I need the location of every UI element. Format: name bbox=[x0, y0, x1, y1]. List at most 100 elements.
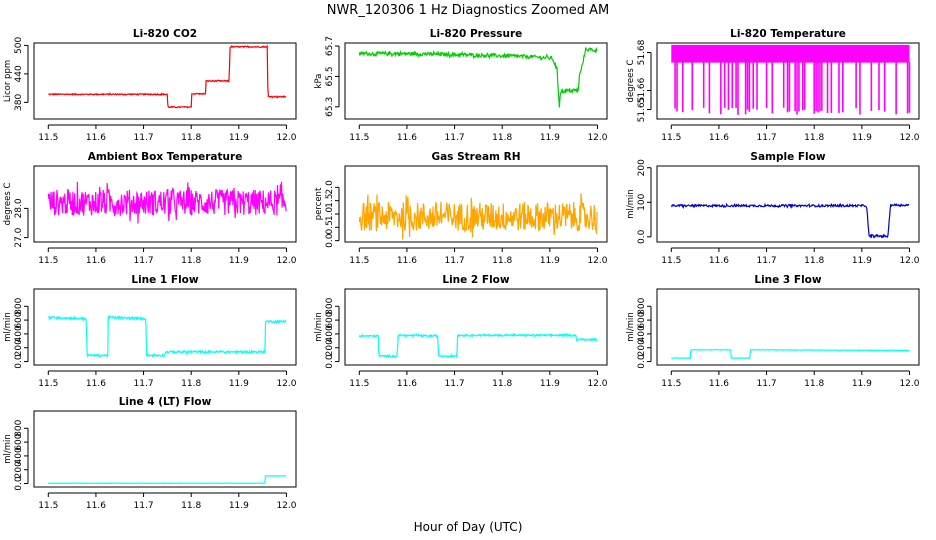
y-tick-label: 1.5 bbox=[325, 194, 335, 208]
y-tick-label: 200 bbox=[325, 339, 335, 356]
panel-5: Gas Stream RH 11.5 11.6 11.7 11.8 11.9 12.0 0.0… bbox=[314, 151, 608, 266]
y-axis-title: ml/min bbox=[3, 434, 13, 464]
y-axis-title: percent bbox=[314, 187, 324, 220]
x-tick-label: 11.8 bbox=[181, 133, 201, 143]
y-tick-label: 200 bbox=[14, 461, 24, 478]
y-tick-label: 200 bbox=[14, 339, 24, 356]
y-tick-label: 1.0 bbox=[325, 207, 335, 222]
series-line bbox=[358, 193, 598, 240]
y-tick-label: 800 bbox=[637, 297, 647, 314]
y-tick-label: 0.0 bbox=[637, 354, 647, 369]
panel-title: Ambient Box Temperature bbox=[88, 151, 243, 163]
series-band bbox=[671, 44, 910, 62]
y-tick-label: 65.7 bbox=[325, 36, 335, 56]
series-line bbox=[47, 181, 287, 224]
x-tick-label: 12.0 bbox=[276, 379, 296, 389]
figure-title: NWR_120306 1 Hz Diagnostics Zoomed AM bbox=[327, 3, 610, 18]
plot-frame bbox=[656, 42, 920, 120]
x-tick-label: 11.5 bbox=[349, 256, 369, 266]
x-tick-label: 11.9 bbox=[229, 133, 249, 143]
panel-title: Line 1 Flow bbox=[131, 274, 198, 286]
plot-frame bbox=[33, 165, 297, 243]
x-tick-label: 11.8 bbox=[181, 379, 201, 389]
x-tick-label: 11.7 bbox=[134, 379, 154, 389]
x-tick-label: 12.0 bbox=[587, 133, 607, 143]
x-tick-label: 11.7 bbox=[134, 256, 154, 266]
x-tick-label: 11.5 bbox=[661, 256, 681, 266]
x-tick-label: 11.9 bbox=[540, 379, 560, 389]
y-tick-label: 440 bbox=[14, 65, 24, 82]
panel-title: Line 3 Flow bbox=[754, 274, 821, 286]
y-axis-title: ml/min bbox=[314, 312, 324, 342]
y-tick-label: 0.0 bbox=[637, 229, 647, 244]
panel-title: Line 4 (LT) Flow bbox=[119, 396, 212, 408]
x-tick-label: 11.6 bbox=[709, 133, 729, 143]
x-tick-label: 11.7 bbox=[757, 256, 777, 266]
y-axis-title: ml/min bbox=[626, 312, 636, 342]
x-tick-label: 12.0 bbox=[899, 256, 919, 266]
panel-8: Line 2 Flow 11.5 11.6 11.7 11.8 11.9 12.0 0.020… bbox=[314, 274, 608, 389]
x-tick-label: 11.8 bbox=[804, 256, 824, 266]
y-tick-label: 400 bbox=[14, 447, 24, 464]
y-tick-label: 600 bbox=[14, 433, 24, 450]
y-tick-label: 51.68 bbox=[637, 39, 647, 65]
plot-frame bbox=[33, 410, 297, 488]
x-tick-label: 12.0 bbox=[899, 133, 919, 143]
x-tick-label: 11.6 bbox=[86, 379, 106, 389]
x-tick-label: 11.9 bbox=[229, 256, 249, 266]
x-tick-label: 11.8 bbox=[492, 133, 512, 143]
y-axis-title: kPa bbox=[314, 74, 324, 89]
x-tick-label: 11.7 bbox=[757, 379, 777, 389]
y-tick-label: 0.5 bbox=[325, 220, 335, 234]
panel-2: Li-820 Pressure 11.5 11.6 11.7 11.8 11.9 12.0 6… bbox=[314, 28, 608, 143]
x-tick-label: 11.7 bbox=[134, 501, 154, 511]
plot-frame bbox=[656, 165, 920, 243]
panel-7: Line 1 Flow 11.5 11.6 11.7 11.8 11.9 12.0 0.020… bbox=[3, 274, 297, 389]
y-tick-label: 2.0 bbox=[325, 180, 335, 195]
panel-6: Sample Flow 11.5 11.6 11.7 11.8 11.9 12.0 0.0 10… bbox=[626, 151, 920, 266]
x-tick-label: 12.0 bbox=[276, 256, 296, 266]
x-tick-label: 11.6 bbox=[709, 379, 729, 389]
y-tick-label: 28.0 bbox=[14, 198, 24, 218]
x-tick-label: 11.9 bbox=[852, 256, 872, 266]
y-tick-label: 600 bbox=[14, 311, 24, 328]
plot-frame bbox=[656, 288, 920, 366]
x-tick-label: 11.8 bbox=[804, 379, 824, 389]
y-tick-label: 65.5 bbox=[325, 66, 335, 86]
y-axis-title: degrees C bbox=[626, 60, 636, 103]
x-tick-label: 11.5 bbox=[38, 133, 58, 143]
x-tick-label: 11.9 bbox=[540, 256, 560, 266]
x-tick-label: 11.8 bbox=[181, 501, 201, 511]
plot-frame bbox=[33, 288, 297, 366]
y-tick-label: 800 bbox=[14, 419, 24, 436]
x-tick-label: 11.6 bbox=[397, 133, 417, 143]
panel-title: Li-820 CO2 bbox=[133, 28, 197, 40]
y-axis-title: degrees C bbox=[3, 183, 13, 226]
x-axis-title: Hour of Day (UTC) bbox=[414, 520, 523, 534]
panels: Li-820 CO2 11.5 11.6 11.7 11.8 11.9 12.0 380 440… bbox=[3, 28, 920, 511]
y-axis-title: Licor ppm bbox=[3, 60, 13, 102]
y-tick-label: 400 bbox=[14, 325, 24, 342]
y-tick-label: 200 bbox=[637, 159, 647, 176]
series-line bbox=[670, 202, 910, 239]
series-line bbox=[671, 348, 910, 360]
y-tick-label: 380 bbox=[14, 94, 24, 111]
x-tick-label: 11.5 bbox=[38, 501, 58, 511]
x-tick-label: 11.9 bbox=[229, 379, 249, 389]
x-tick-label: 11.7 bbox=[134, 133, 154, 143]
y-tick-label: 0.0 bbox=[14, 354, 24, 369]
y-tick-label: 800 bbox=[14, 297, 24, 314]
panel-title: Line 2 Flow bbox=[442, 274, 509, 286]
panel-title: Gas Stream RH bbox=[431, 151, 520, 163]
panel-9: Line 3 Flow 11.5 11.6 11.7 11.8 11.9 12.0 0.020… bbox=[626, 274, 920, 389]
series-line bbox=[48, 44, 287, 109]
y-tick-label: 600 bbox=[637, 311, 647, 328]
x-tick-label: 11.6 bbox=[86, 133, 106, 143]
y-axis-title: ml/min bbox=[3, 312, 13, 342]
x-tick-label: 11.8 bbox=[492, 379, 512, 389]
panel-4: Ambient Box Temperature 11.5 11.6 11.7 11.8 1… bbox=[3, 151, 297, 266]
x-tick-label: 11.6 bbox=[86, 501, 106, 511]
x-tick-label: 11.6 bbox=[397, 256, 417, 266]
x-tick-label: 11.9 bbox=[540, 133, 560, 143]
